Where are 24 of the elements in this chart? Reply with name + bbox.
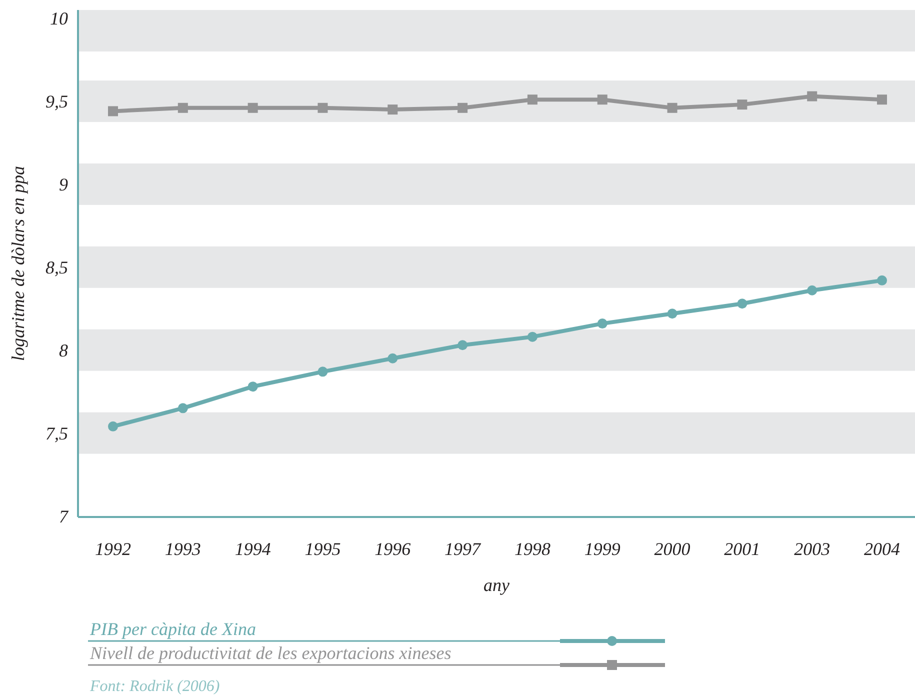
y-tick-label: 9,5 (46, 92, 68, 112)
x-tick-label: 2004 (864, 539, 900, 559)
x-tick-label: 1999 (584, 539, 620, 559)
y-tick-label: 8 (59, 340, 68, 360)
x-tick-label: 1993 (164, 539, 201, 559)
x-tick-label: 2000 (654, 539, 690, 559)
x-tick-label: 1992 (95, 539, 131, 559)
text: Font: Rodrik (2006) (89, 678, 220, 695)
x-tick-label: 1996 (374, 539, 411, 559)
x-tick-label: 2003 (794, 539, 830, 559)
y-tick-label: 7,5 (46, 423, 68, 444)
x-tick-label: 1997 (444, 539, 482, 559)
text: Nivell de productivitat de les exportacions xineses (89, 643, 452, 663)
x-tick-label: 2001 (724, 539, 760, 559)
y-tick-label: 8,5 (46, 257, 68, 278)
y-tick-label: 10 (50, 8, 68, 29)
text: PIB per càpita de Xina (89, 619, 256, 639)
x-tick-label: 1994 (234, 539, 271, 559)
x-tick-label: 1998 (514, 539, 550, 559)
y-tick-label: 9 (59, 174, 68, 194)
y-axis-title: logaritme de dòlars en ppa (8, 166, 28, 361)
x-axis-title: any (484, 575, 510, 595)
x-tick-label: 1995 (304, 539, 341, 559)
y-tick-label: 7 (59, 506, 69, 526)
